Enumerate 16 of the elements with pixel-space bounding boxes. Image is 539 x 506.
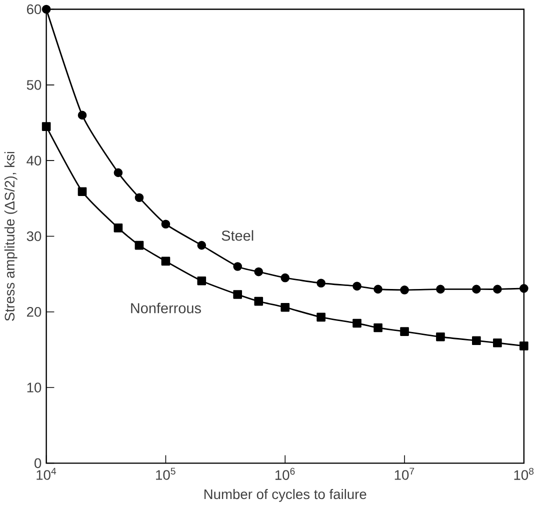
y-tick-label: 20 (27, 306, 42, 317)
y-axis-title: Stress amplitude (ΔS/2), ksi (4, 152, 18, 321)
x-tick-label: 10$^{5}$ (156, 468, 176, 480)
x-tick-label: 10$^{4}$ (36, 468, 56, 480)
series-label: Steel (222, 230, 254, 241)
y-tick-label: 10 (27, 382, 42, 392)
x-tick-label: 10$^{6}$ (275, 468, 295, 480)
y-tick-label: 0 (34, 458, 42, 468)
x-tick-label: 10$^{7}$ (394, 468, 414, 480)
x-axis-title: Number of cycles to failure (204, 488, 366, 502)
y-tick-label: 30 (26, 231, 42, 242)
y-tick-label: 50 (26, 80, 42, 90)
y-tick-label: 40 (26, 156, 42, 166)
series-label: Nonferrous (131, 302, 201, 314)
y-tick-label: 60 (27, 4, 42, 14)
x-tick-label: 10$^{8}$ (514, 468, 534, 480)
